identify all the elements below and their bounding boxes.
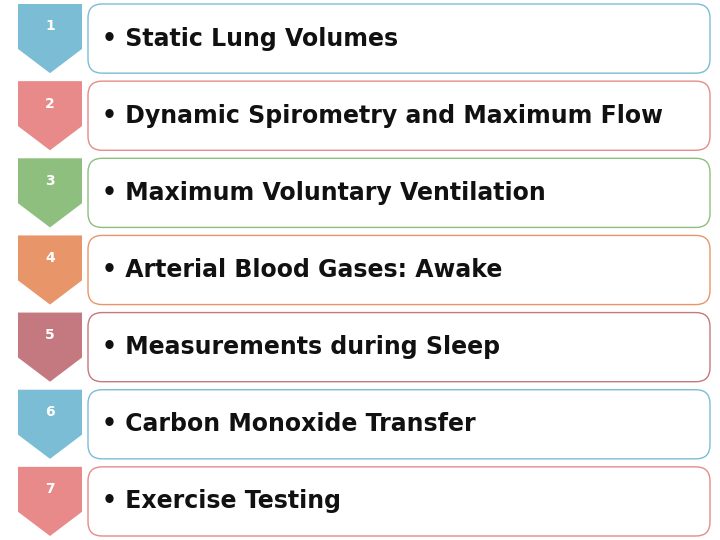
Polygon shape [18,390,82,459]
Polygon shape [18,235,82,305]
FancyBboxPatch shape [88,235,710,305]
Polygon shape [18,4,82,73]
FancyBboxPatch shape [88,390,710,459]
Text: 3: 3 [45,174,55,188]
Polygon shape [18,81,82,150]
FancyBboxPatch shape [88,313,710,382]
Text: • Carbon Monoxide Transfer: • Carbon Monoxide Transfer [102,412,476,436]
Text: 1: 1 [45,19,55,33]
Text: • Dynamic Spirometry and Maximum Flow: • Dynamic Spirometry and Maximum Flow [102,104,663,128]
FancyBboxPatch shape [88,4,710,73]
Polygon shape [18,313,82,382]
FancyBboxPatch shape [88,81,710,150]
Text: • Maximum Voluntary Ventilation: • Maximum Voluntary Ventilation [102,181,546,205]
Polygon shape [18,467,82,536]
Text: 5: 5 [45,328,55,342]
Text: 2: 2 [45,97,55,111]
Polygon shape [18,158,82,227]
FancyBboxPatch shape [88,158,710,227]
Text: • Static Lung Volumes: • Static Lung Volumes [102,26,398,51]
FancyBboxPatch shape [88,467,710,536]
Text: • Measurements during Sleep: • Measurements during Sleep [102,335,500,359]
Text: 6: 6 [45,405,55,419]
Text: • Exercise Testing: • Exercise Testing [102,489,341,514]
Text: 7: 7 [45,482,55,496]
Text: 4: 4 [45,251,55,265]
Text: • Arterial Blood Gases: Awake: • Arterial Blood Gases: Awake [102,258,503,282]
